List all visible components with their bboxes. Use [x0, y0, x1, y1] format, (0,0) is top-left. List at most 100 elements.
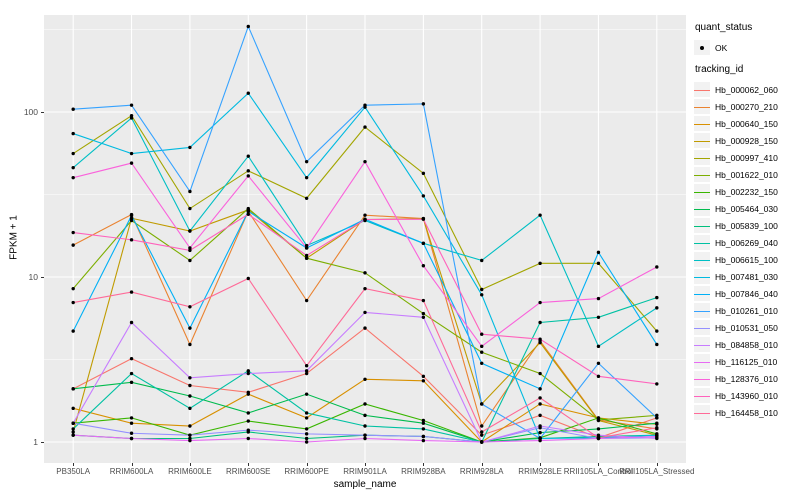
legend-title-quant-status: quant_status [695, 22, 753, 33]
data-point [480, 440, 484, 444]
data-point [421, 427, 426, 431]
data-point [363, 286, 367, 291]
data-point [480, 293, 484, 297]
legend-label: Hb_010531_050 [715, 322, 778, 333]
data-point [538, 387, 542, 391]
data-point [304, 253, 309, 258]
legend-label: Hb_010261_010 [715, 305, 778, 316]
data-point [363, 159, 367, 164]
data-point [480, 402, 484, 406]
legend-key-swatch [694, 405, 710, 420]
data-point [363, 424, 367, 428]
data-point [188, 424, 192, 428]
data-point [421, 217, 426, 221]
data-point [71, 131, 75, 136]
data-point [246, 24, 250, 29]
y-tick-label: 1 [33, 437, 38, 447]
data-point [538, 424, 542, 428]
data-point [596, 416, 601, 420]
data-point [304, 243, 309, 248]
legend-item-Hb_002232_150: Hb_002232_150 [694, 183, 800, 200]
data-point [363, 433, 367, 437]
data-point [188, 206, 192, 211]
data-point [129, 421, 134, 425]
data-point [246, 436, 250, 441]
data-point [421, 379, 426, 383]
legend-line-icon [694, 225, 710, 227]
legend-label: Hb_116125_010 [715, 356, 778, 367]
legend-key-swatch [694, 235, 710, 250]
data-point [596, 296, 601, 301]
legend-key-swatch [694, 150, 710, 165]
data-point [596, 361, 601, 365]
data-point [538, 300, 542, 305]
legend-key-swatch [694, 252, 710, 267]
data-point [188, 305, 192, 309]
x-tick-mark [365, 463, 366, 466]
data-point [421, 102, 426, 106]
data-point [480, 344, 484, 349]
data-point [246, 212, 250, 216]
legend-line-icon [694, 361, 710, 363]
data-point [71, 107, 75, 111]
data-point [188, 394, 192, 398]
legend-key-swatch [694, 99, 710, 114]
line-chart [44, 15, 686, 463]
data-point [596, 250, 601, 255]
data-point [129, 161, 134, 165]
data-point [421, 315, 426, 319]
legend-line-icon [694, 208, 710, 210]
data-point [596, 315, 601, 319]
data-point [304, 440, 309, 444]
data-point [596, 433, 601, 437]
legend-label: Hb_005839_100 [715, 220, 778, 231]
x-tick-label: RRIM928LA [459, 467, 504, 476]
legend-item-ok: OK [694, 39, 800, 56]
x-tick-label: RRIM600SE [226, 467, 271, 476]
legend-label: Hb_000062_060 [715, 84, 778, 95]
data-point [188, 229, 192, 233]
data-point [480, 332, 484, 336]
data-point [480, 430, 484, 434]
data-point [655, 329, 659, 333]
x-tick-mark [540, 463, 542, 466]
data-point [655, 306, 659, 310]
legend-label: Hb_002232_150 [715, 186, 778, 197]
data-point [421, 418, 426, 423]
legend-item-Hb_010261_010: Hb_010261_010 [694, 302, 800, 319]
data-point [421, 171, 426, 176]
x-tick-label: RRIM928LE [518, 467, 562, 476]
x-tick-label: RRII105LA_Stressed [619, 467, 695, 476]
x-tick-mark [306, 463, 308, 466]
data-point [188, 246, 192, 250]
data-point [655, 416, 659, 420]
y-tick-mark [41, 277, 44, 278]
data-point [188, 258, 192, 263]
data-point [188, 376, 192, 380]
legend-key-swatch [694, 184, 710, 199]
data-point [596, 374, 601, 379]
data-point [421, 298, 426, 303]
data-point [363, 413, 367, 418]
data-point [538, 371, 542, 376]
data-point [538, 337, 542, 341]
legend-label: Hb_000640_150 [715, 118, 778, 129]
data-point [71, 433, 75, 437]
legend-line-icon [694, 191, 710, 193]
data-point [304, 159, 309, 164]
y-tick-label: 100 [23, 107, 38, 117]
data-point [480, 258, 484, 263]
data-point [304, 256, 309, 260]
legend-key-swatch [694, 337, 710, 352]
data-point [129, 116, 134, 120]
data-point [655, 413, 659, 418]
data-point [71, 421, 75, 425]
data-point [596, 344, 601, 349]
data-point [129, 151, 134, 156]
legend-label: Hb_007846_040 [715, 288, 778, 299]
legend-line-icon [694, 157, 710, 159]
legend-line-icon [694, 140, 710, 142]
data-point [480, 424, 484, 428]
data-point [188, 326, 192, 330]
data-point [655, 434, 659, 439]
